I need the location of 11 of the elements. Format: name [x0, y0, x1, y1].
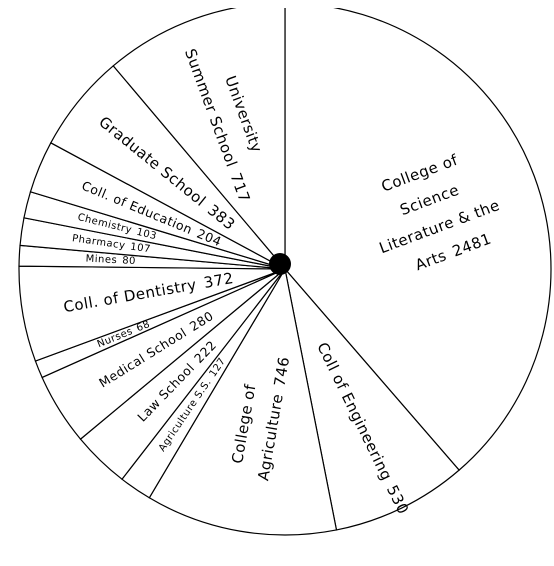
data-label: 372	[202, 269, 236, 292]
data-label: 68	[135, 318, 152, 334]
data-label: 717	[226, 170, 254, 205]
data-label: 530	[382, 482, 412, 518]
data-label: 204	[194, 226, 224, 250]
data-label: 107	[129, 242, 152, 256]
slice-label: Pharmacy	[71, 233, 126, 252]
data-label: 80	[122, 255, 136, 268]
data-label: 746	[270, 355, 294, 388]
data-label: 2481	[450, 230, 494, 260]
slice-label: Mines	[85, 254, 118, 266]
